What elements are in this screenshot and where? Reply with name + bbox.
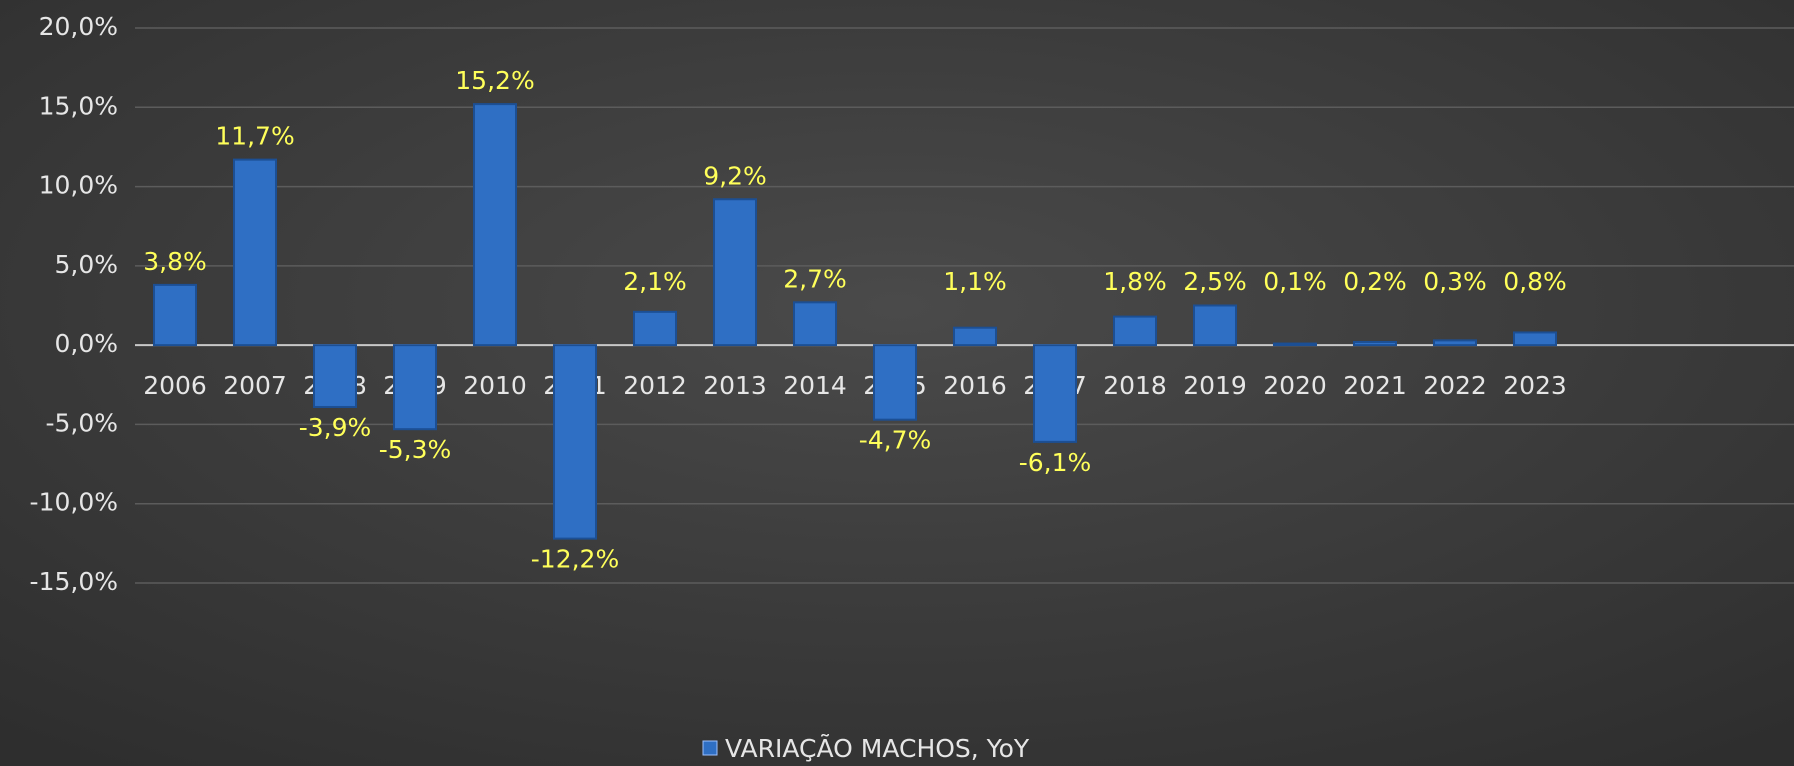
x-tick-label: 2013: [703, 371, 767, 400]
value-label: 2,1%: [623, 267, 687, 296]
x-tick-label: 2006: [143, 371, 207, 400]
value-label: 0,8%: [1503, 267, 1567, 296]
value-label: 3,8%: [143, 247, 207, 276]
x-tick-label: 2010: [463, 371, 527, 400]
x-tick-label: 2016: [943, 371, 1007, 400]
legend-label: VARIAÇÃO MACHOS, YoY: [725, 733, 1030, 763]
x-tick-label: 2007: [223, 371, 287, 400]
bar: [1513, 331, 1557, 347]
y-tick-label: 20,0%: [39, 12, 118, 41]
y-tick-label: 0,0%: [54, 329, 118, 358]
bar: [1113, 315, 1157, 347]
value-label: 15,2%: [455, 66, 534, 95]
x-tick-label: 2019: [1183, 371, 1247, 400]
value-label: 2,5%: [1183, 267, 1247, 296]
x-tick-label: 2014: [783, 371, 847, 400]
x-tick-label: 2023: [1503, 371, 1567, 400]
value-label: -3,9%: [299, 413, 372, 442]
x-tick-label: 2020: [1263, 371, 1327, 400]
value-label: 1,8%: [1103, 267, 1167, 296]
value-label: 0,3%: [1423, 267, 1487, 296]
x-tick-label: 2022: [1423, 371, 1487, 400]
y-tick-label: 10,0%: [39, 171, 118, 200]
value-label: 9,2%: [703, 161, 767, 190]
value-label: -5,3%: [379, 435, 452, 464]
bar: [633, 310, 677, 347]
x-tick-label: 2018: [1103, 371, 1167, 400]
bar: [1033, 344, 1077, 443]
bar: [1433, 339, 1477, 347]
y-tick-label: -10,0%: [30, 488, 118, 517]
bar: [473, 103, 517, 347]
y-tick-label: -15,0%: [30, 567, 118, 596]
legend-marker: [702, 740, 718, 756]
bar: [713, 198, 757, 347]
bar: [873, 344, 917, 421]
value-label: 0,1%: [1263, 267, 1327, 296]
value-label: 2,7%: [783, 264, 847, 293]
bar: [1353, 340, 1397, 347]
value-label: -4,7%: [859, 426, 932, 455]
bar: [1193, 304, 1237, 347]
x-tick-label: 2021: [1343, 371, 1407, 400]
y-tick-label: 5,0%: [54, 250, 118, 279]
value-label: -12,2%: [531, 545, 619, 574]
bar: [953, 326, 997, 347]
y-tick-label: 15,0%: [39, 91, 118, 120]
value-label: 11,7%: [215, 122, 294, 151]
y-tick-label: -5,0%: [45, 408, 118, 437]
value-label: 1,1%: [943, 267, 1007, 296]
x-tick-label: 2012: [623, 371, 687, 400]
bar: [553, 344, 597, 540]
value-label: -6,1%: [1019, 448, 1092, 477]
bar: [313, 344, 357, 408]
bar: [233, 158, 277, 347]
bar: [793, 301, 837, 347]
value-label: 0,2%: [1343, 267, 1407, 296]
bar: [393, 344, 437, 431]
bar: [1273, 342, 1317, 347]
bar: [153, 283, 197, 347]
